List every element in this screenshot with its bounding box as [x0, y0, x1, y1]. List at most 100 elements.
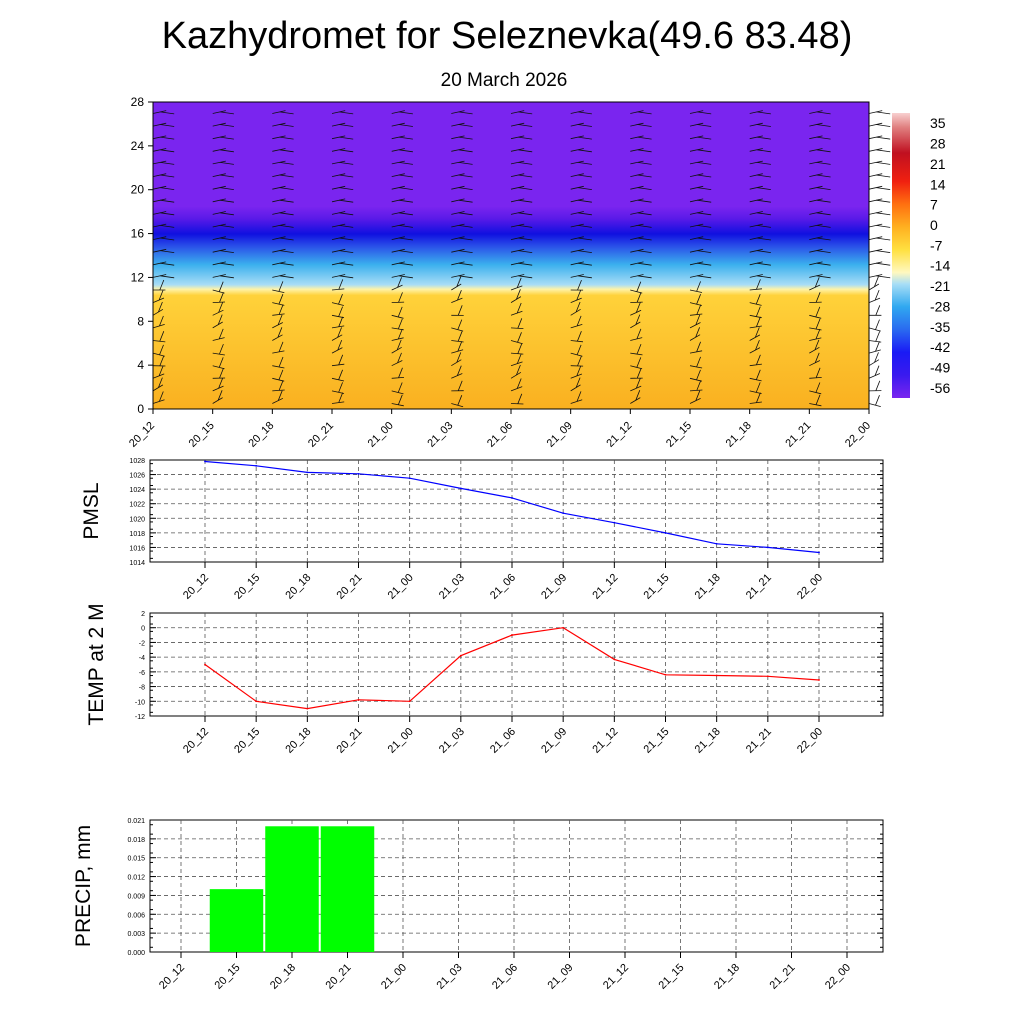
x-tick-label: 21_18 — [693, 726, 723, 756]
x-tick-label: 21_18 — [724, 420, 754, 450]
wind-barb — [809, 328, 822, 341]
wind-barb — [331, 392, 345, 404]
wind-barb — [809, 306, 822, 319]
wind-barb — [749, 382, 762, 394]
wind-barb — [809, 223, 831, 228]
pmsl-point — [766, 546, 769, 549]
wind-barb — [391, 211, 413, 216]
temp-2m-point — [818, 679, 820, 681]
precip-bar — [265, 826, 319, 952]
wind-barb — [809, 173, 831, 178]
colorbar-label: -56 — [930, 380, 950, 396]
x-tick-label: 20_21 — [335, 572, 365, 602]
chart-title: Kazhydromet for Seleznevka(49.6 83.48) — [162, 15, 853, 57]
wind-barb — [809, 318, 822, 331]
wind-barb — [689, 248, 712, 253]
x-tick-label: 21_18 — [693, 572, 723, 602]
temp-2m-point — [204, 663, 206, 666]
wind-barb — [689, 160, 712, 165]
pmsl-point — [664, 531, 667, 534]
wind-barb — [510, 148, 533, 153]
wind-barb — [510, 173, 533, 178]
wind-barb — [331, 236, 354, 241]
wind-barb — [689, 356, 703, 369]
colorbar-label: 14 — [930, 176, 946, 192]
wind-barb — [331, 261, 354, 266]
temp-2m-point — [766, 675, 769, 678]
x-tick-label: 21_03 — [435, 962, 465, 992]
y-tick-label: 1020 — [129, 516, 145, 523]
wind-barb — [570, 261, 592, 266]
wind-barb — [391, 367, 405, 379]
wind-barb — [391, 394, 404, 407]
wind-barb — [212, 274, 234, 279]
wind-barb — [331, 354, 345, 367]
wind-barb — [212, 378, 224, 392]
y-tick-label: 0.003 — [127, 931, 145, 938]
x-tick-label: 20_21 — [335, 726, 365, 756]
wind-barb — [212, 198, 234, 203]
wind-barb — [212, 292, 226, 303]
wind-barb — [630, 281, 643, 294]
wind-barb — [510, 289, 522, 303]
wind-barb — [331, 316, 345, 329]
wind-barb — [451, 261, 473, 266]
wind-barb — [630, 261, 652, 266]
wind-barb — [331, 198, 354, 203]
wind-barb — [391, 261, 413, 266]
wind-barb — [331, 223, 354, 228]
wind-barb — [809, 211, 831, 216]
y-tick-label: 0 — [137, 402, 144, 416]
wind-barb — [570, 236, 592, 241]
wind-barb — [749, 274, 771, 279]
wind-barb — [689, 211, 712, 216]
wind-barb — [689, 110, 712, 115]
y-tick-label: 1028 — [129, 458, 145, 465]
x-tick-label: 21_06 — [488, 726, 518, 756]
panel-frame — [149, 612, 884, 717]
wind-barb — [331, 185, 354, 190]
colorbar-label: -14 — [930, 258, 950, 274]
wind-barb — [570, 331, 584, 343]
wind-barb — [152, 355, 166, 367]
precip-bar — [320, 826, 375, 952]
wind-barb — [749, 135, 771, 140]
wind-barb — [630, 185, 652, 190]
wind-barb — [451, 198, 473, 203]
pmsl-point — [459, 487, 462, 490]
wind-barb — [331, 173, 354, 178]
x-tick-label: 21_12 — [590, 572, 620, 602]
wind-barb — [570, 185, 592, 190]
colorbar-label: -7 — [930, 237, 943, 253]
x-tick-label: 21_15 — [657, 962, 687, 992]
x-tick-label: 22_00 — [843, 420, 873, 450]
wind-barb — [868, 135, 891, 140]
wind-barb — [510, 110, 533, 115]
wind-barb — [749, 223, 771, 228]
wind-barb — [689, 135, 712, 140]
wind-barb — [272, 356, 285, 369]
y-tick-label: 1026 — [129, 473, 145, 480]
y-tick-label: 24 — [131, 139, 145, 153]
wind-barb — [868, 274, 891, 279]
temp-2m-series-line — [204, 627, 820, 710]
wind-barb — [570, 160, 592, 165]
wind-barb — [272, 327, 283, 341]
wind-barb — [689, 314, 701, 329]
wind-barb — [630, 390, 641, 404]
wind-barb — [630, 292, 643, 303]
wind-barb — [212, 135, 234, 140]
wind-barb — [272, 211, 294, 216]
pmsl-point — [562, 512, 565, 515]
wind-barb — [451, 236, 473, 241]
wind-barb — [391, 248, 413, 253]
wind-barb — [391, 328, 404, 341]
wind-barb — [212, 173, 234, 178]
colorbar-label: -35 — [930, 319, 950, 335]
wind-barb — [630, 343, 643, 356]
wind-barb — [630, 357, 643, 370]
wind-barb — [868, 236, 891, 241]
wind-barb — [272, 236, 294, 241]
wind-barb — [868, 395, 881, 407]
pmsl-point — [511, 496, 513, 499]
